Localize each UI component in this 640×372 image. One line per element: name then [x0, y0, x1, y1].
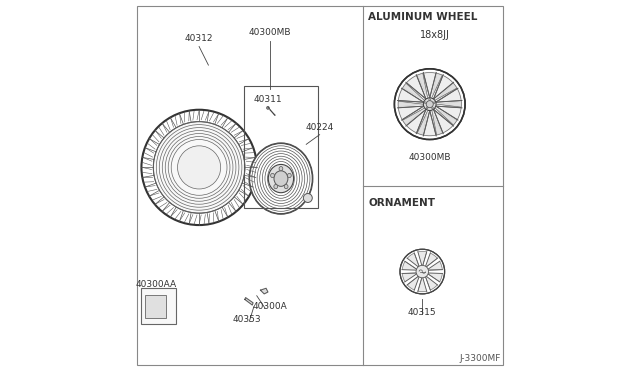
Polygon shape [436, 106, 461, 120]
Polygon shape [432, 73, 442, 97]
Polygon shape [403, 262, 418, 270]
Text: J-3300MF: J-3300MF [459, 354, 500, 363]
Text: 40300MB: 40300MB [408, 153, 451, 162]
Ellipse shape [303, 193, 312, 202]
Text: ALUMINUM WHEEL: ALUMINUM WHEEL [369, 12, 477, 22]
Polygon shape [417, 111, 428, 135]
Polygon shape [260, 288, 268, 294]
Polygon shape [403, 273, 418, 282]
Polygon shape [398, 89, 424, 102]
Polygon shape [433, 109, 453, 133]
Polygon shape [403, 108, 424, 125]
Ellipse shape [274, 185, 278, 189]
Polygon shape [407, 253, 420, 268]
Ellipse shape [426, 107, 428, 109]
Polygon shape [426, 262, 442, 270]
Ellipse shape [268, 164, 294, 193]
Text: 40224: 40224 [306, 123, 334, 132]
Polygon shape [417, 73, 428, 97]
Polygon shape [406, 76, 426, 99]
Text: 40312: 40312 [185, 34, 213, 43]
Polygon shape [403, 83, 424, 100]
Text: 40300MB: 40300MB [248, 28, 291, 37]
Polygon shape [418, 251, 427, 267]
Ellipse shape [424, 102, 426, 104]
Polygon shape [425, 275, 437, 290]
Bar [141, 288, 176, 324]
Ellipse shape [271, 173, 275, 177]
Bar [244, 86, 318, 208]
Ellipse shape [141, 110, 257, 225]
Text: 18x8JJ: 18x8JJ [420, 31, 449, 40]
Text: 40300AA: 40300AA [136, 280, 177, 289]
Polygon shape [436, 89, 461, 102]
Ellipse shape [431, 107, 433, 109]
Text: 40300A: 40300A [252, 302, 287, 311]
Polygon shape [406, 109, 426, 133]
Ellipse shape [154, 122, 245, 213]
Polygon shape [398, 106, 424, 120]
Ellipse shape [416, 265, 429, 278]
Polygon shape [435, 83, 457, 100]
Polygon shape [437, 101, 461, 107]
Ellipse shape [274, 171, 288, 186]
Text: 40311: 40311 [253, 95, 282, 104]
Ellipse shape [250, 143, 312, 214]
Ellipse shape [426, 101, 433, 108]
Polygon shape [433, 76, 453, 99]
Polygon shape [245, 298, 253, 305]
Ellipse shape [400, 249, 445, 294]
Polygon shape [424, 73, 436, 98]
Ellipse shape [287, 173, 291, 177]
Text: 40353: 40353 [232, 315, 261, 324]
Ellipse shape [433, 102, 435, 104]
Text: 40315: 40315 [408, 308, 436, 317]
Ellipse shape [429, 99, 431, 100]
Polygon shape [407, 275, 420, 290]
Polygon shape [425, 253, 437, 268]
Ellipse shape [266, 106, 269, 109]
Polygon shape [426, 273, 442, 282]
Polygon shape [418, 276, 427, 292]
Text: ORNAMENT: ORNAMENT [369, 198, 435, 208]
Ellipse shape [279, 167, 283, 171]
Polygon shape [432, 111, 442, 135]
Ellipse shape [284, 185, 288, 189]
Ellipse shape [394, 69, 465, 140]
FancyBboxPatch shape [145, 295, 166, 318]
Polygon shape [435, 108, 457, 125]
Polygon shape [424, 110, 436, 136]
Ellipse shape [177, 146, 221, 189]
Ellipse shape [424, 98, 436, 110]
Polygon shape [398, 101, 422, 107]
